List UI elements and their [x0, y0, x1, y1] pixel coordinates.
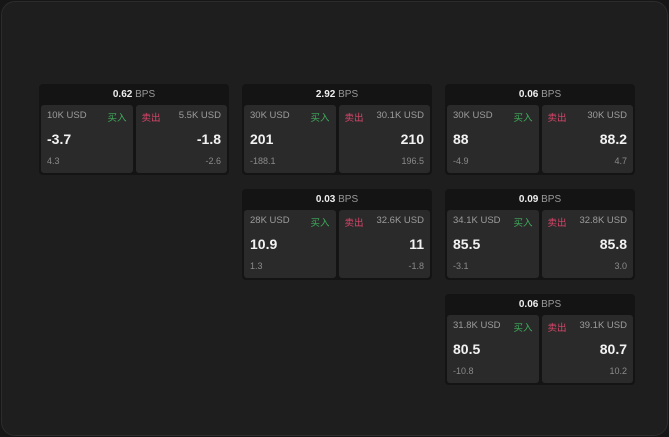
sell-label: 卖出: [547, 113, 567, 124]
spread-unit: BPS: [541, 299, 562, 310]
sell-price: 88.2: [599, 131, 627, 147]
buy-size: 30K USD: [453, 110, 493, 121]
quote-card: 0.03 BPS 28K USD 买入 10.9 1.3 卖出 32.6K USD …: [242, 189, 432, 280]
spread-value: 0.06: [518, 89, 539, 100]
buy-price: 80.5: [453, 341, 481, 357]
spread-unit: BPS: [338, 89, 359, 100]
buy-label: 买入: [310, 218, 330, 229]
buy-label: 买入: [513, 218, 533, 229]
buy-change: -3.1: [453, 261, 469, 271]
buy-change: -10.8: [453, 366, 474, 376]
sell-tile[interactable]: 卖出 39.1K USD 80.7 10.2: [541, 315, 633, 383]
buy-change: 1.3: [250, 261, 263, 271]
sell-size: 32.6K USD: [376, 215, 424, 226]
spread-value: 0.03: [315, 194, 336, 205]
spread-header: 0.09 BPS: [445, 189, 635, 210]
buy-price: 88: [453, 131, 469, 147]
buy-label: 买入: [513, 113, 533, 124]
sell-label: 卖出: [547, 323, 567, 334]
sell-price: 11: [409, 236, 424, 252]
buy-label: 买入: [310, 113, 330, 124]
sell-change: -1.8: [408, 261, 424, 271]
spread-header: 0.03 BPS: [242, 189, 432, 210]
buy-tile[interactable]: 34.1K USD 买入 85.5 -3.1: [447, 210, 539, 278]
sell-size: 30.1K USD: [376, 110, 424, 121]
buy-size: 28K USD: [250, 215, 290, 226]
buy-price: -3.7: [47, 131, 72, 147]
sell-change: 10.2: [609, 366, 627, 376]
sell-size: 30K USD: [587, 110, 627, 121]
spread-header: 0.06 BPS: [445, 84, 635, 105]
sell-price: -1.8: [196, 131, 221, 147]
sell-tile[interactable]: 卖出 30.1K USD 210 196.5: [338, 105, 430, 173]
buy-size: 31.8K USD: [453, 320, 501, 331]
sell-size: 5.5K USD: [178, 110, 221, 121]
buy-price: 10.9: [250, 236, 278, 252]
sell-size: 39.1K USD: [579, 320, 627, 331]
buy-tile[interactable]: 30K USD 买入 88 -4.9: [447, 105, 539, 173]
spread-value: 0.09: [518, 194, 539, 205]
spread-header: 0.62 BPS: [39, 84, 229, 105]
sell-price: 210: [400, 131, 424, 147]
spread-header: 2.92 BPS: [242, 84, 432, 105]
spread-unit: BPS: [338, 194, 359, 205]
buy-tile[interactable]: 28K USD 买入 10.9 1.3: [244, 210, 336, 278]
buy-size: 34.1K USD: [453, 215, 501, 226]
sell-tile[interactable]: 卖出 32.6K USD 11 -1.8: [338, 210, 430, 278]
sell-label: 卖出: [141, 113, 161, 124]
buy-price: 85.5: [453, 236, 481, 252]
buy-tile[interactable]: 10K USD 买入 -3.7 4.3: [41, 105, 133, 173]
sell-tile[interactable]: 卖出 5.5K USD -1.8 -2.6: [135, 105, 227, 173]
sell-price: 85.8: [599, 236, 627, 252]
quote-card: 0.06 BPS 30K USD 买入 88 -4.9 卖出 30K USD 88.…: [445, 84, 635, 175]
buy-change: -188.1: [250, 156, 276, 166]
sell-size: 32.8K USD: [579, 215, 627, 226]
spread-unit: BPS: [135, 89, 156, 100]
sell-change: 3.0: [614, 261, 627, 271]
quote-card: 0.62 BPS 10K USD 买入 -3.7 4.3 卖出 5.5K USD -…: [39, 84, 229, 175]
sell-tile[interactable]: 卖出 32.8K USD 85.8 3.0: [541, 210, 633, 278]
buy-label: 买入: [513, 323, 533, 334]
buy-size: 10K USD: [47, 110, 87, 121]
buy-label: 买入: [107, 113, 127, 124]
buy-tile[interactable]: 31.8K USD 买入 80.5 -10.8: [447, 315, 539, 383]
sell-label: 卖出: [547, 218, 567, 229]
sell-label: 卖出: [344, 218, 364, 229]
sell-price: 80.7: [599, 341, 627, 357]
quote-card: 2.92 BPS 30K USD 买入 201 -188.1 卖出 30.1K US…: [242, 84, 432, 175]
spread-unit: BPS: [541, 89, 562, 100]
buy-change: -4.9: [453, 156, 469, 166]
sell-label: 卖出: [344, 113, 364, 124]
spread-value: 0.06: [518, 299, 539, 310]
buy-size: 30K USD: [250, 110, 290, 121]
sell-tile[interactable]: 卖出 30K USD 88.2 4.7: [541, 105, 633, 173]
spread-value: 0.62: [112, 89, 133, 100]
buy-price: 201: [250, 131, 274, 147]
sell-change: -2.6: [205, 156, 221, 166]
buy-tile[interactable]: 30K USD 买入 201 -188.1: [244, 105, 336, 173]
spread-value: 2.92: [315, 89, 336, 100]
spread-unit: BPS: [541, 194, 562, 205]
quote-card: 0.06 BPS 31.8K USD 买入 80.5 -10.8 卖出 39.1K …: [445, 294, 635, 385]
buy-change: 4.3: [47, 156, 60, 166]
quote-card: 0.09 BPS 34.1K USD 买入 85.5 -3.1 卖出 32.8K U…: [445, 189, 635, 280]
sell-change: 196.5: [401, 156, 424, 166]
sell-change: 4.7: [614, 156, 627, 166]
spread-header: 0.06 BPS: [445, 294, 635, 315]
